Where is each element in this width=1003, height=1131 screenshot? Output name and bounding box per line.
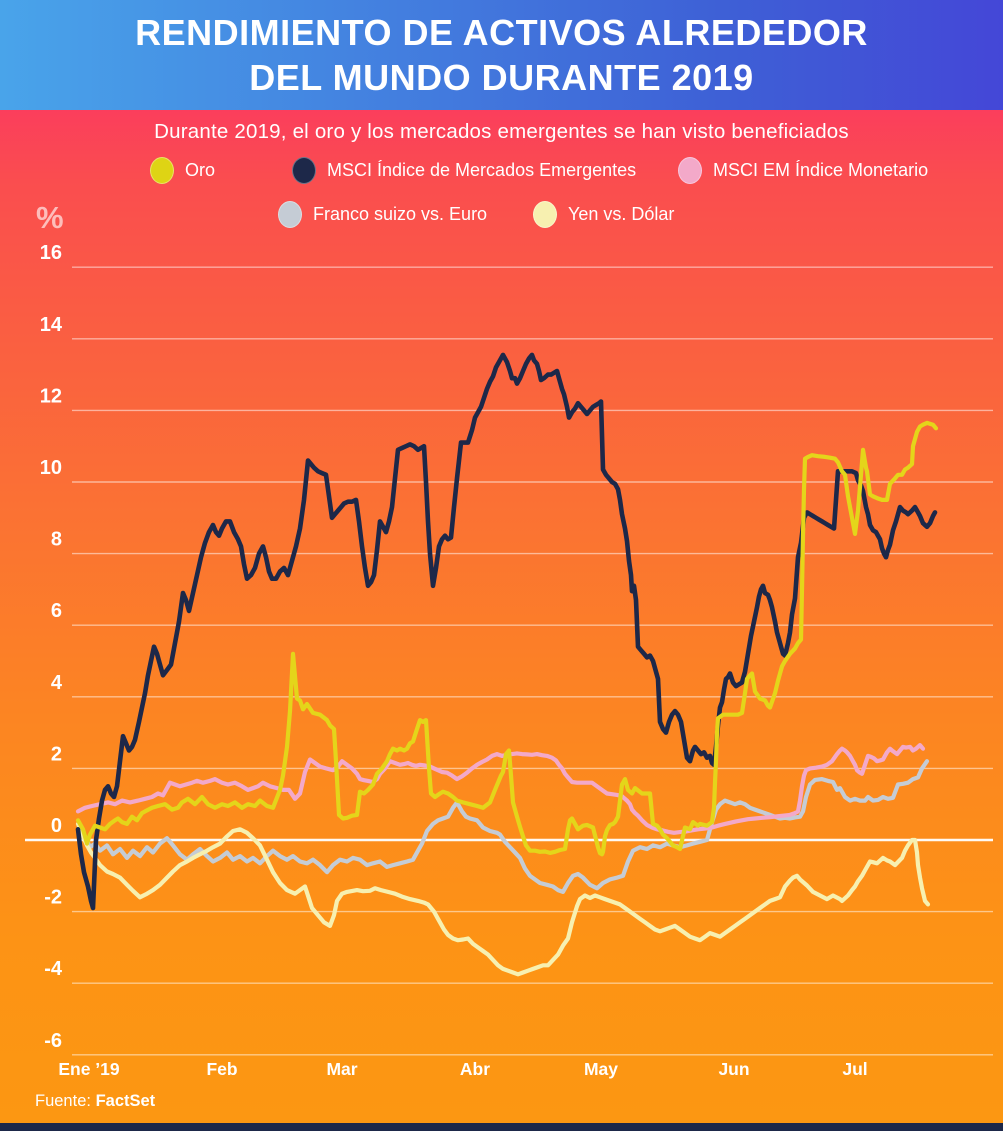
legend-dot-yen-vs-dolar (533, 200, 557, 228)
bottom-bar (0, 1123, 1003, 1131)
legend-item-oro: Oro (150, 156, 215, 184)
header-banner: RENDIMIENTO DE ACTIVOS ALREDEDOR DEL MUN… (0, 0, 1003, 110)
legend-dot-oro (150, 156, 174, 184)
legend-label-oro: Oro (185, 159, 216, 180)
x-tick-label-Jun: Jun (718, 1059, 749, 1079)
legend-label-franco-suizo-vs-euro: Franco suizo vs. Euro (313, 203, 488, 224)
y-tick-label-4: 4 (51, 672, 63, 694)
y-axis-unit-label: % (36, 200, 64, 235)
series-line-msci-mercados-emergentes (75, 352, 938, 911)
y-tick-label-12: 12 (40, 385, 62, 407)
x-tick-label-Mar: Mar (326, 1059, 357, 1079)
x-tick-label-May: May (584, 1059, 618, 1079)
y-tick-label-14: 14 (40, 314, 63, 336)
legend-label-msci-em-indice-monetario: MSCI EM Índice Monetario (713, 159, 929, 180)
legend-dot-franco-suizo-vs-euro (278, 200, 302, 228)
series-line-oro (75, 420, 939, 857)
series-line-yen-vs-dolar (75, 821, 931, 977)
y-tick-label-2: 2 (51, 743, 62, 765)
legend-item-franco-suizo-vs-euro: Franco suizo vs. Euro (278, 200, 487, 228)
chart-subtitle: Durante 2019, el oro y los mercados emer… (154, 120, 849, 143)
series-line-franco-suizo-vs-euro (75, 759, 930, 895)
y-tick-label-6: 6 (51, 600, 62, 622)
legend-dot-msci-mercados-emergentes (292, 156, 316, 184)
y-tick-label-16: 16 (40, 242, 62, 264)
legend-dot-msci-em-indice-monetario (678, 156, 702, 184)
legend-item-msci-mercados-emergentes: MSCI Índice de Mercados Emergentes (292, 156, 636, 184)
y-tick-label--2: -2 (44, 887, 62, 909)
source-value: FactSet (95, 1092, 156, 1110)
x-tick-label-Jul: Jul (842, 1059, 867, 1079)
source-note: Fuente: FactSet (35, 1092, 155, 1111)
series-line-msci-em-indice-monetario (75, 742, 926, 835)
y-tick-label-10: 10 (40, 457, 62, 479)
legend-item-yen-vs-dolar: Yen vs. Dólar (533, 200, 674, 228)
legend-label-msci-mercados-emergentes: MSCI Índice de Mercados Emergentes (327, 159, 637, 180)
legend-label-yen-vs-dolar: Yen vs. Dólar (568, 203, 675, 224)
chart-background (0, 110, 1003, 1123)
y-tick-label--6: -6 (44, 1030, 62, 1052)
page-title-line2: DEL MUNDO DURANTE 2019 (249, 57, 754, 98)
y-tick-label-8: 8 (51, 529, 62, 551)
y-tick-label--4: -4 (44, 958, 63, 980)
page-title-line1: RENDIMIENTO DE ACTIVOS ALREDEDOR (135, 12, 868, 53)
y-tick-label-0: 0 (51, 815, 62, 837)
source-label: Fuente: (35, 1092, 91, 1110)
x-tick-label-Feb: Feb (206, 1059, 237, 1079)
legend-item-msci-em-indice-monetario: MSCI EM Índice Monetario (678, 156, 928, 184)
x-tick-label-Ene ’19: Ene ’19 (58, 1059, 120, 1079)
x-tick-label-Abr: Abr (460, 1059, 490, 1079)
